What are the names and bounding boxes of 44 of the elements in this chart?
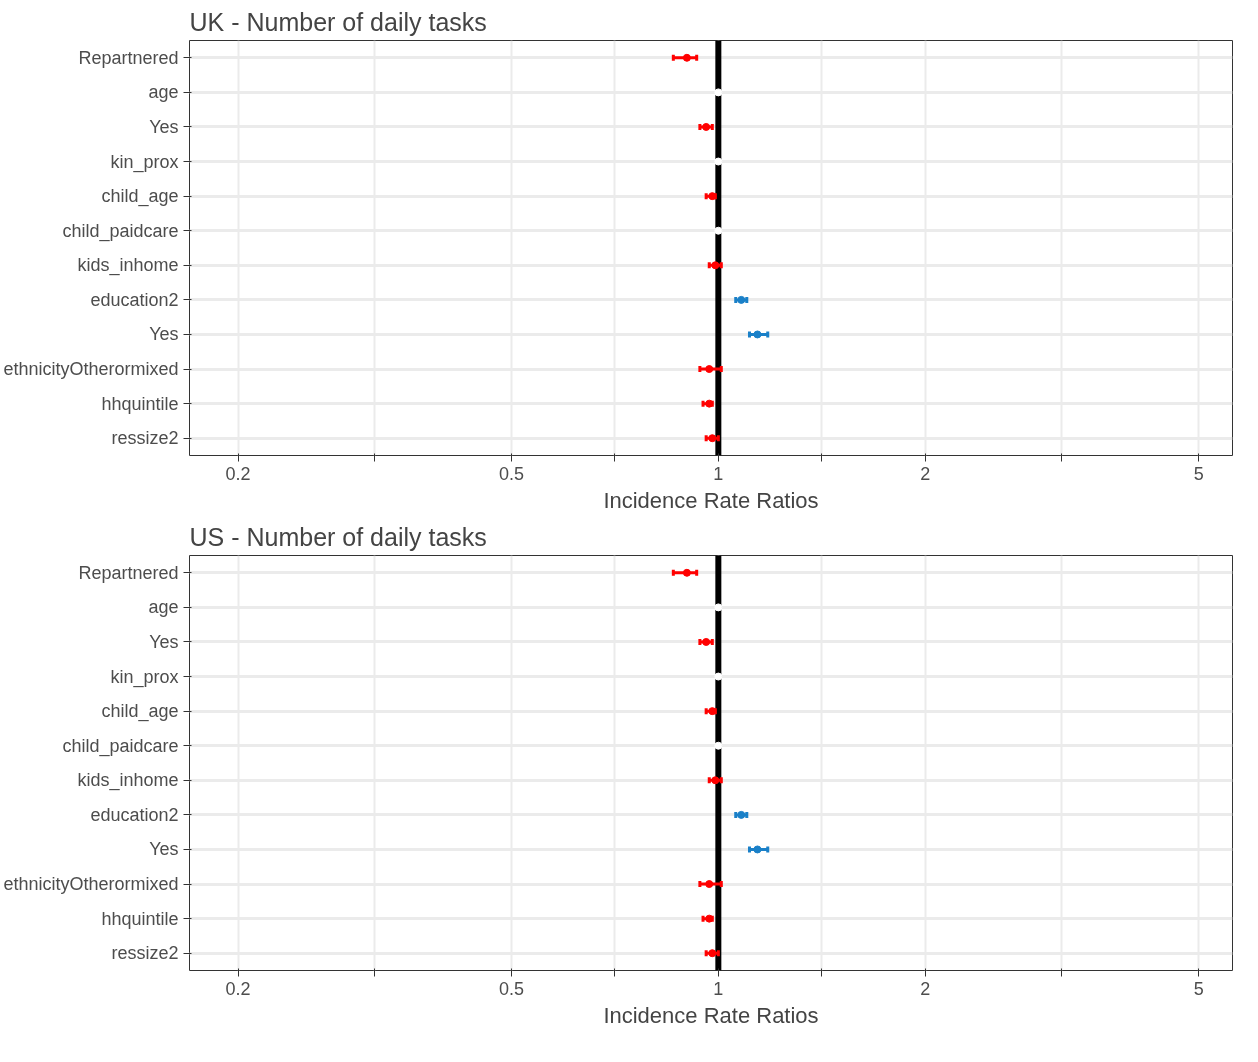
y-tick-label: hhquintile [101,393,179,414]
y-tick-label: age [148,597,179,618]
x-tick-label: 0.2 [225,463,251,484]
x-tick-label: 0.5 [498,463,524,484]
y-tick-label: Yes [149,839,179,860]
y-tick-label: child_paidcare [62,220,179,242]
y-tick-label: kids_inhome [77,770,179,792]
y-tick-label: ressize2 [111,428,179,449]
y-tick-label: Repartnered [78,47,179,68]
y-tick-label: hhquintile [101,908,179,929]
x-axis-title: Incidence Rate Ratios [603,1002,819,1028]
point [714,88,723,97]
x-tick-label: 2 [920,978,931,999]
y-tick-label: kids_inhome [77,255,179,277]
y-tick-label: Yes [149,631,179,652]
point [714,157,723,166]
chart-title: UK - Number of daily tasks [189,7,487,36]
x-tick-label: 1 [713,978,724,999]
x-tick-label: 0.5 [498,978,524,999]
x-tick-label: 0.2 [225,978,251,999]
y-tick-label: Yes [149,324,179,345]
x-tick-label: 5 [1193,463,1204,484]
x-tick-label: 2 [920,463,931,484]
x-axis-title: Incidence Rate Ratios [603,487,819,513]
point [714,226,723,235]
y-tick-label: child_paidcare [62,735,179,757]
y-tick-label: ethnicityOtherormixed [3,874,179,895]
y-tick-label: kin_prox [110,151,179,173]
x-tick-label: 5 [1193,978,1204,999]
x-tick-label: 1 [713,463,724,484]
y-tick-label: education2 [90,804,179,825]
y-tick-label: ethnicityOtherormixed [3,359,179,380]
y-tick-label: Repartnered [78,562,179,583]
point [714,741,723,750]
y-tick-label: kin_prox [110,666,179,688]
y-tick-label: child_age [101,186,179,208]
y-tick-label: ressize2 [111,943,179,964]
point [714,672,723,681]
y-tick-label: child_age [101,701,179,723]
y-tick-label: Yes [149,116,179,137]
y-tick-label: age [148,82,179,103]
y-tick-label: education2 [90,289,179,310]
chart-title: US - Number of daily tasks [189,522,487,551]
point [714,603,723,612]
